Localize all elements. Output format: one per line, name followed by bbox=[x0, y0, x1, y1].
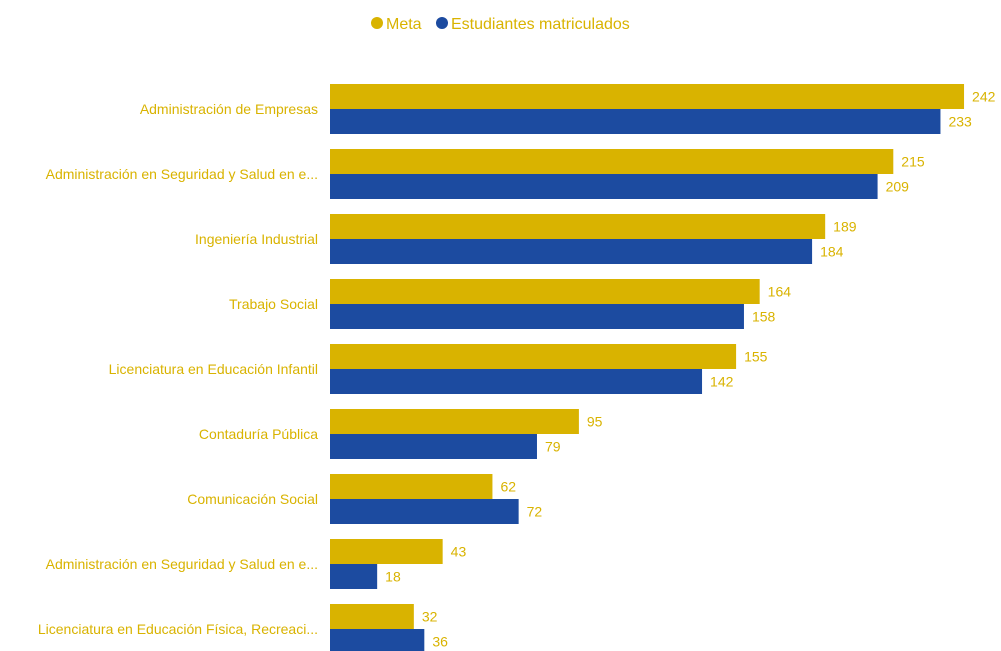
category-row: Administración en Seguridad y Salud en e… bbox=[46, 539, 467, 589]
legend-marker-estudiantes bbox=[436, 17, 448, 29]
bar-meta[interactable] bbox=[330, 409, 579, 434]
bar-estudiantes[interactable] bbox=[330, 239, 813, 264]
category-row: Licenciatura en Educación Física, Recrea… bbox=[38, 604, 448, 651]
category-label: Comunicación Social bbox=[187, 491, 318, 507]
category-label: Licenciatura en Educación Física, Recrea… bbox=[38, 621, 318, 637]
category-row: Ingeniería Industrial 189 184 bbox=[195, 214, 857, 264]
category-row: Contaduría Pública 95 79 bbox=[199, 409, 603, 459]
category-row: Comunicación Social 62 72 bbox=[187, 474, 542, 524]
data-label: 164 bbox=[768, 284, 792, 300]
data-label: 242 bbox=[972, 89, 996, 105]
legend-label-meta: Meta bbox=[386, 16, 422, 33]
data-label: 72 bbox=[527, 504, 543, 520]
data-label: 158 bbox=[752, 309, 776, 325]
bar-meta[interactable] bbox=[330, 344, 737, 369]
bar-estudiantes[interactable] bbox=[330, 109, 941, 134]
category-label: Contaduría Pública bbox=[199, 426, 318, 442]
bar-meta[interactable] bbox=[330, 279, 760, 304]
category-label: Administración de Empresas bbox=[140, 101, 318, 117]
legend-item-meta[interactable]: Meta bbox=[371, 16, 422, 33]
category-label: Administración en Seguridad y Salud en e… bbox=[46, 166, 318, 182]
data-label: 184 bbox=[820, 244, 844, 260]
category-row: Trabajo Social 164 158 bbox=[229, 279, 791, 329]
bar-estudiantes[interactable] bbox=[330, 369, 703, 394]
legend[interactable]: Meta Estudiantes matriculados bbox=[371, 16, 630, 33]
data-label: 62 bbox=[500, 479, 516, 495]
bar-meta[interactable] bbox=[330, 474, 493, 499]
category-row: Licenciatura en Educación Infantil 155 142 bbox=[109, 344, 768, 394]
bar-meta[interactable] bbox=[330, 539, 443, 564]
data-label: 189 bbox=[833, 219, 857, 235]
bar-meta[interactable] bbox=[330, 84, 965, 109]
bar-meta[interactable] bbox=[330, 604, 414, 629]
legend-marker-meta bbox=[371, 17, 383, 29]
category-label: Trabajo Social bbox=[229, 296, 318, 312]
category-label: Licenciatura en Educación Infantil bbox=[109, 361, 318, 377]
data-label: 32 bbox=[422, 609, 438, 625]
category-label: Administración en Seguridad y Salud en e… bbox=[46, 556, 318, 572]
data-label: 233 bbox=[948, 114, 972, 130]
plot-area: Administración de Empresas242233Administ… bbox=[38, 84, 996, 651]
data-label: 155 bbox=[744, 349, 768, 365]
category-row: Administración en Seguridad y Salud en e… bbox=[46, 149, 925, 199]
data-label: 215 bbox=[901, 154, 925, 170]
data-label: 95 bbox=[587, 414, 603, 430]
bar-estudiantes[interactable] bbox=[330, 499, 519, 524]
bar-meta[interactable] bbox=[330, 149, 894, 174]
data-label: 43 bbox=[451, 544, 467, 560]
legend-label-estudiantes: Estudiantes matriculados bbox=[451, 16, 630, 33]
data-label: 142 bbox=[710, 374, 734, 390]
data-label: 18 bbox=[385, 569, 401, 585]
bar-estudiantes[interactable] bbox=[330, 304, 744, 329]
category-label: Ingeniería Industrial bbox=[195, 231, 318, 247]
bar-estudiantes[interactable] bbox=[330, 174, 878, 199]
data-label: 36 bbox=[432, 634, 448, 650]
bar-meta[interactable] bbox=[330, 214, 826, 239]
legend-item-estudiantes[interactable]: Estudiantes matriculados bbox=[436, 16, 630, 33]
data-label: 209 bbox=[886, 179, 910, 195]
bar-estudiantes[interactable] bbox=[330, 434, 537, 459]
bar-estudiantes[interactable] bbox=[330, 629, 425, 651]
data-label: 79 bbox=[545, 439, 561, 455]
bar-estudiantes[interactable] bbox=[330, 564, 378, 589]
